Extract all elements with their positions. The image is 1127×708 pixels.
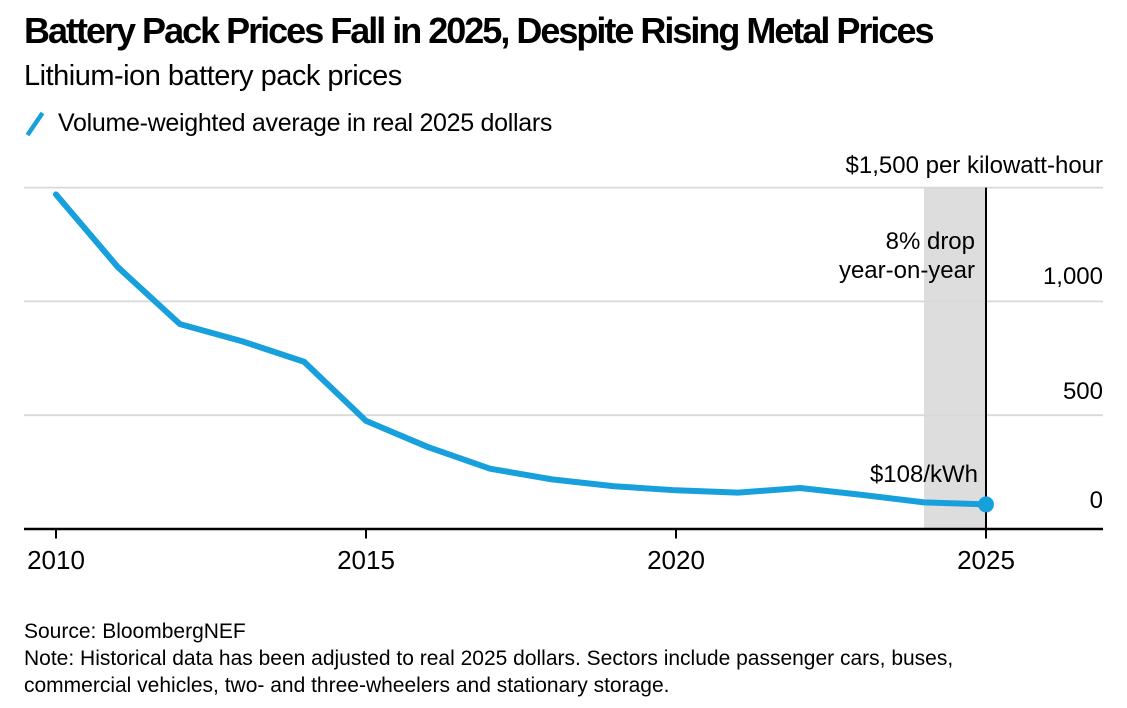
annotation-drop-line2: year-on-year <box>838 257 975 284</box>
x-tick-label-2025: 2025 <box>957 545 1015 575</box>
x-tick-label-2010: 2010 <box>27 545 85 575</box>
note-text-line1: Note: Historical data has been adjusted … <box>24 647 954 670</box>
y-tick-label-500: 500 <box>1062 378 1103 405</box>
y-tick-label-1000: 1,000 <box>1042 263 1103 290</box>
annotation-drop-line1: 8% drop <box>885 228 975 255</box>
x-tick-label-2020: 2020 <box>647 545 705 575</box>
annotation-price-label: $108/kWh <box>869 461 978 488</box>
legend: Volume-weighted average in real 2025 dol… <box>24 109 552 138</box>
page-title: Battery Pack Prices Fall in 2025, Despit… <box>24 10 934 51</box>
x-tick-label-2015: 2015 <box>337 545 395 575</box>
price-line <box>53 191 989 508</box>
annotation-drop-yoy: 8% drop year-on-year <box>839 227 975 285</box>
legend-label: Volume-weighted average in real 2025 dol… <box>58 109 553 137</box>
source-text: Source: BloombergNEF <box>24 620 246 643</box>
slash-icon <box>25 111 45 136</box>
note-text-line2: commercial vehicles, two- and three-whee… <box>24 674 670 697</box>
end-point-dot <box>978 496 994 513</box>
y-axis-unit-label: $1,500 per kilowatt-hour <box>845 152 1103 179</box>
highlight-band-2024-2025 <box>924 187 986 529</box>
chart-subtitle: Lithium-ion battery pack prices <box>24 60 402 92</box>
y-tick-label-0: 0 <box>1089 487 1103 514</box>
line-chart-plot <box>24 186 1103 539</box>
